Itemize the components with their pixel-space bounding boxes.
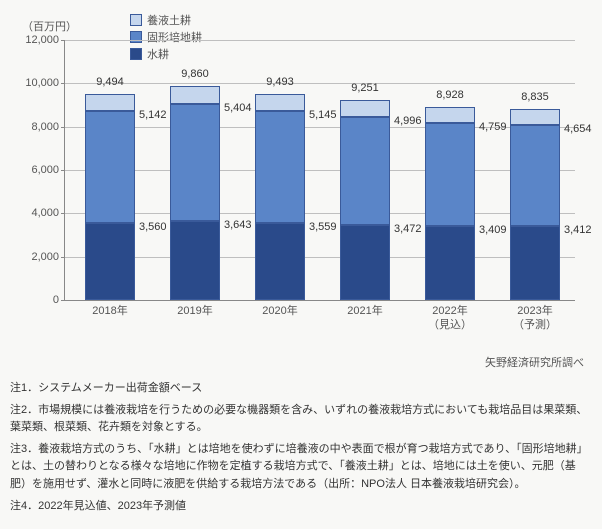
segment-value-label: 4,654 <box>564 123 592 135</box>
bar-total-label: 8,835 <box>505 91 565 103</box>
legend-label: 養液土耕 <box>147 12 191 28</box>
bar-segment <box>425 226 475 300</box>
x-tick-label: 2020年 <box>245 300 315 318</box>
bar-column <box>340 100 390 300</box>
note-line: 注4．2022年見込値、2023年予測値 <box>10 498 592 516</box>
segment-value-label: 3,560 <box>139 221 167 233</box>
x-tick-label: 2018年 <box>75 300 145 318</box>
bar-column <box>425 107 475 300</box>
segment-value-label: 5,142 <box>139 109 167 121</box>
bar-segment <box>425 123 475 226</box>
x-tick-label: 2023年（予測） <box>500 300 570 333</box>
bar-segment <box>255 94 305 111</box>
segment-value-label: 3,643 <box>224 219 252 231</box>
segment-value-label: 3,409 <box>479 224 507 236</box>
bar-total-label: 9,493 <box>250 76 310 88</box>
bar-total-label: 9,251 <box>335 82 395 94</box>
chart-container: （百万円） 養液土耕固形培地耕水耕 02,0004,0006,0008,0001… <box>10 10 592 350</box>
x-tick-label: 2021年 <box>330 300 400 318</box>
y-tick-label: 4,000 <box>31 207 65 219</box>
gridline <box>65 170 575 171</box>
y-tick-label: 12,000 <box>25 34 65 46</box>
gridline <box>65 83 575 84</box>
x-tick-label: 2019年 <box>160 300 230 318</box>
bar-segment <box>510 125 560 226</box>
segment-value-label: 3,412 <box>564 224 592 236</box>
y-tick-label: 8,000 <box>31 121 65 133</box>
y-tick-label: 6,000 <box>31 164 65 176</box>
bar-segment <box>340 117 390 225</box>
plot-area: 02,0004,0006,0008,00010,00012,0003,5605,… <box>64 40 575 301</box>
bar-segment <box>510 226 560 300</box>
bar-segment <box>425 107 475 123</box>
gridline <box>65 40 575 41</box>
gridline <box>65 257 575 258</box>
bar-total-label: 8,928 <box>420 89 480 101</box>
x-tick-label: 2022年（見込） <box>415 300 485 333</box>
bar-segment <box>170 104 220 221</box>
bar-segment <box>255 223 305 300</box>
source-text: 矢野経済研究所調べ <box>10 354 584 370</box>
bar-segment <box>510 109 560 126</box>
note-line: 注2．市場規模には養液栽培を行うための必要な機器類を含み、いずれの養液栽培方式に… <box>10 402 592 437</box>
legend-item: 養液土耕 <box>130 12 202 28</box>
segment-value-label: 5,145 <box>309 109 337 121</box>
bar-segment <box>255 111 305 222</box>
bar-column <box>510 109 560 300</box>
gridline <box>65 213 575 214</box>
bar-total-label: 9,860 <box>165 68 225 80</box>
segment-value-label: 5,404 <box>224 102 252 114</box>
bar-segment <box>170 86 220 104</box>
bar-column <box>85 94 135 300</box>
segment-value-label: 4,759 <box>479 121 507 133</box>
bar-segment <box>85 94 135 111</box>
y-tick-label: 0 <box>53 294 65 306</box>
note-line: 注1．システムメーカー出荷金額ベース <box>10 380 592 398</box>
segment-value-label: 3,472 <box>394 223 422 235</box>
note-line: 注3．養液栽培方式のうち、「水耕」とは培地を使わずに培養液の中や表面で根が育つ栽… <box>10 441 592 494</box>
y-axis-unit: （百万円） <box>22 18 77 34</box>
bar-segment <box>340 225 390 300</box>
bar-column <box>170 86 220 300</box>
bar-segment <box>85 111 135 222</box>
bar-segment <box>85 223 135 300</box>
bar-segment <box>340 100 390 117</box>
bar-segment <box>170 221 220 300</box>
notes: 注1．システムメーカー出荷金額ベース注2．市場規模には養液栽培を行うための必要な… <box>10 380 592 515</box>
bar-total-label: 9,494 <box>80 76 140 88</box>
legend-swatch <box>130 14 142 26</box>
segment-value-label: 3,559 <box>309 221 337 233</box>
y-tick-label: 2,000 <box>31 251 65 263</box>
segment-value-label: 4,996 <box>394 115 422 127</box>
bar-column <box>255 94 305 300</box>
y-tick-label: 10,000 <box>25 77 65 89</box>
